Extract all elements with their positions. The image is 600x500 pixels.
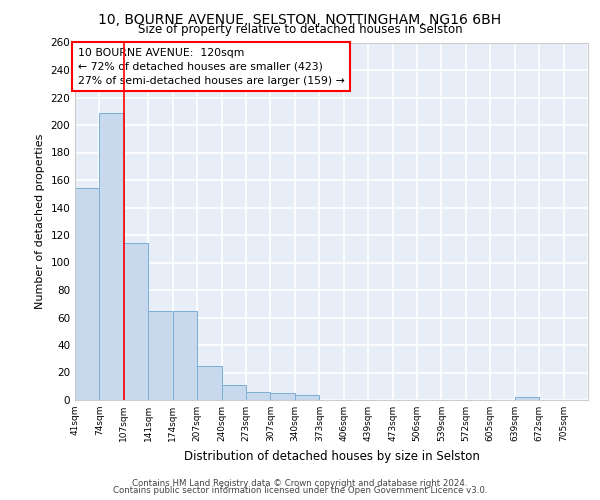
Bar (271, 393, 295, 400)
Text: Size of property relative to detached houses in Selston: Size of property relative to detached ho… (137, 24, 463, 36)
Text: 10, BOURNE AVENUE, SELSTON, NOTTINGHAM, NG16 6BH: 10, BOURNE AVENUE, SELSTON, NOTTINGHAM, … (98, 12, 502, 26)
X-axis label: Distribution of detached houses by size in Selston: Distribution of detached houses by size … (184, 450, 479, 462)
Bar (173, 310, 197, 400)
Bar (295, 394, 319, 400)
Bar (100, 112, 124, 400)
Y-axis label: Number of detached properties: Number of detached properties (35, 134, 45, 309)
Text: Contains HM Land Registry data © Crown copyright and database right 2024.: Contains HM Land Registry data © Crown c… (132, 478, 468, 488)
Text: 10 BOURNE AVENUE:  120sqm
← 72% of detached houses are smaller (423)
27% of semi: 10 BOURNE AVENUE: 120sqm ← 72% of detach… (77, 48, 344, 86)
Bar (515, 397, 539, 400)
Bar (148, 310, 173, 400)
Bar (221, 385, 246, 400)
Bar (124, 244, 148, 400)
Bar (75, 188, 100, 400)
Bar (197, 366, 221, 400)
Bar (246, 392, 271, 400)
Text: Contains public sector information licensed under the Open Government Licence v3: Contains public sector information licen… (113, 486, 487, 495)
